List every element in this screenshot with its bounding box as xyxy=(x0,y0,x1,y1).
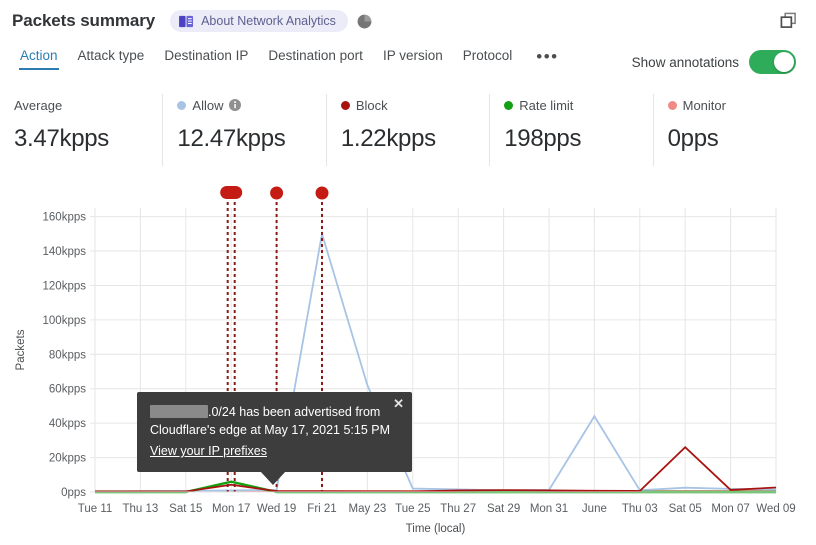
x-tick-label: Sat 05 xyxy=(669,503,702,515)
x-tick-label: Thu 27 xyxy=(440,503,476,515)
annotation-tooltip: ✕ .0/24 has been advertised from Cloudfl… xyxy=(137,392,412,485)
y-tick-label: 100kpps xyxy=(43,315,87,327)
x-tick-label: Fri 21 xyxy=(307,503,336,515)
allow-legend-dot xyxy=(177,100,187,110)
stat-average-value: 3.47kpps xyxy=(14,125,110,152)
x-tick-label: Wed 09 xyxy=(756,503,795,515)
toggle-knob xyxy=(774,52,794,72)
annotation-marker-dot[interactable] xyxy=(270,186,284,200)
stat-monitor-head: Monitor xyxy=(667,94,816,116)
book-icon xyxy=(179,15,194,28)
y-axis-title: Packets xyxy=(15,329,27,370)
about-network-analytics-button[interactable]: About Network Analytics xyxy=(170,10,348,32)
tooltip-arrow xyxy=(260,471,286,485)
y-tick-label: 160kpps xyxy=(43,212,87,224)
y-tick-label: 40kpps xyxy=(49,418,86,430)
x-tick-label: Mon 07 xyxy=(711,503,749,515)
stat-rate-limit-value: 198pps xyxy=(504,125,582,152)
x-tick-label: Wed 19 xyxy=(257,503,296,515)
stat-rate-limit: Rate limit 198pps xyxy=(489,94,652,166)
x-tick-label: Sat 29 xyxy=(487,503,520,515)
about-pill-label: About Network Analytics xyxy=(201,14,336,28)
x-tick-label: Tue 25 xyxy=(395,503,430,515)
pie-chart-icon[interactable] xyxy=(348,14,372,29)
tooltip-line-1: .0/24 has been advertised from xyxy=(150,403,399,421)
tab-destination-port[interactable]: Destination port xyxy=(268,48,363,63)
stat-average: Average 3.47kpps xyxy=(0,94,162,166)
tab-destination-ip[interactable]: Destination IP xyxy=(164,48,249,63)
tab-protocol[interactable]: Protocol xyxy=(462,48,513,63)
monitor-legend-dot xyxy=(667,100,677,110)
y-tick-label: 120kpps xyxy=(43,280,87,292)
annotation-marker-dot[interactable] xyxy=(315,186,329,200)
rate-limit-legend-dot xyxy=(504,100,514,110)
x-tick-label: June xyxy=(582,503,607,515)
y-tick-label: 80kpps xyxy=(49,349,86,361)
close-icon[interactable]: ✕ xyxy=(393,396,404,411)
tooltip-line-1-text: .0/24 has been advertised from xyxy=(208,405,381,419)
x-axis-title: Time (local) xyxy=(406,523,466,535)
stat-rate-limit-label: Rate limit xyxy=(519,97,574,113)
show-annotations-label: Show annotations xyxy=(631,54,739,70)
dimension-tabs: Action Attack type Destination IP Destin… xyxy=(10,48,569,70)
tab-attack-type[interactable]: Attack type xyxy=(77,48,145,63)
stat-allow-head: Allow xyxy=(177,94,325,116)
stat-average-head: Average xyxy=(14,94,162,116)
y-tick-label: 60kpps xyxy=(49,384,86,396)
x-tick-label: Mon 31 xyxy=(530,503,568,515)
chart-svg[interactable]: 0pps 20kpps 40kpps 60kpps 80kpps 100kpps 120kp… xyxy=(0,180,816,545)
page-title: Packets summary xyxy=(12,11,156,30)
summary-stats-row: Average 3.47kpps Allow 12.47kpps xyxy=(0,94,816,166)
x-tick-label: Thu 03 xyxy=(622,503,658,515)
y-tick-label: 20kpps xyxy=(49,453,86,465)
block-legend-dot xyxy=(340,100,350,110)
view-ip-prefixes-link[interactable]: View your IP prefixes xyxy=(150,444,267,458)
panel-header: Packets summary About Network Analytics xyxy=(0,0,816,42)
series-line-allow xyxy=(94,233,777,493)
x-tick-label: Thu 13 xyxy=(122,503,158,515)
stat-allow-value: 12.47kpps xyxy=(177,125,286,152)
tab-overflow-button[interactable]: ••• xyxy=(536,47,559,66)
x-tick-label: Tue 11 xyxy=(78,503,113,515)
stat-block-value: 1.22kpps xyxy=(340,125,436,152)
y-tick-label: 140kpps xyxy=(43,246,87,258)
redacted-ip-prefix xyxy=(150,405,208,418)
stat-allow-label: Allow xyxy=(192,97,224,113)
stat-block-head: Block xyxy=(340,94,489,116)
tab-ip-version[interactable]: IP version xyxy=(382,48,443,63)
show-annotations-toggle[interactable] xyxy=(749,50,796,74)
stat-average-label: Average xyxy=(14,97,63,113)
y-tick-label: 0pps xyxy=(61,487,86,499)
tab-action[interactable]: Action xyxy=(10,48,68,70)
stat-block: Block 1.22kpps xyxy=(325,94,489,166)
series-line-block xyxy=(94,446,777,493)
x-tick-label: May 23 xyxy=(349,503,387,515)
stat-monitor-value: 0pps xyxy=(667,125,719,152)
info-icon[interactable] xyxy=(229,99,242,111)
stat-monitor: Monitor 0pps xyxy=(652,94,816,166)
stat-block-label: Block xyxy=(355,97,388,113)
stat-allow: Allow 12.47kpps xyxy=(162,94,325,166)
annotation-marker-pill[interactable] xyxy=(220,186,243,199)
tooltip-line-2: Cloudflare's edge at May 17, 2021 5:15 P… xyxy=(150,423,391,437)
packets-timeseries-chart: 0pps 20kpps 40kpps 60kpps 80kpps 100kpps 120kp… xyxy=(0,180,816,545)
stat-monitor-label: Monitor xyxy=(682,97,726,113)
show-annotations-control: Show annotations xyxy=(632,50,796,74)
x-tick-label: Sat 15 xyxy=(169,503,202,515)
stat-rate-limit-head: Rate limit xyxy=(504,94,652,116)
x-tick-label: Mon 17 xyxy=(212,503,250,515)
